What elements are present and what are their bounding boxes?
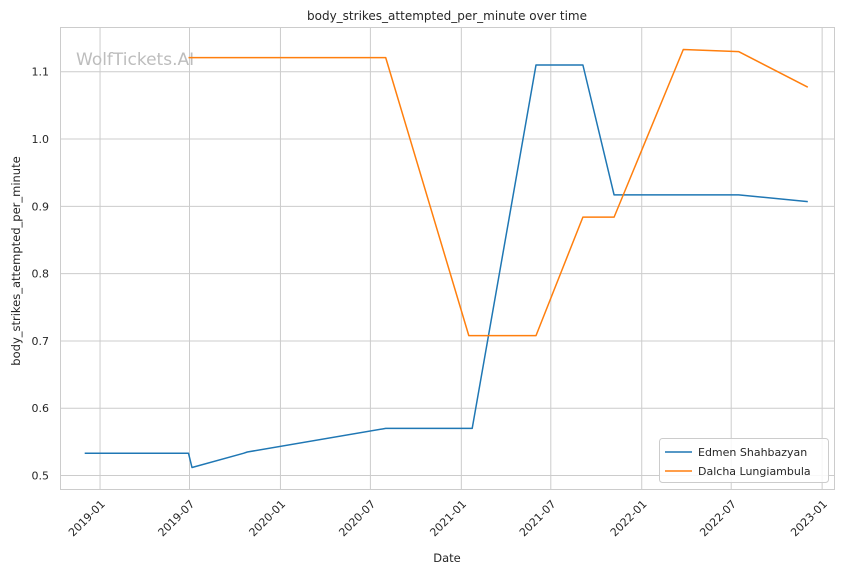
y-axis: 0.5 0.6 0.7 0.8 0.9 1.0 1.1: [32, 66, 50, 483]
x-tick-label: 2020-07: [336, 498, 378, 540]
y-tick-label: 1.0: [32, 133, 50, 146]
series-line-1: [188, 48, 809, 337]
y-tick-label: 0.6: [32, 402, 50, 415]
legend-box: [659, 438, 829, 483]
series-lines: [84, 48, 809, 469]
x-tick-label: 2021-07: [517, 498, 559, 540]
x-tick-label: 2022-07: [697, 498, 739, 540]
legend-label-series-1: Dalcha Lungiambula: [698, 465, 811, 478]
series-line-0: [84, 64, 808, 469]
x-tick-label: 2019-01: [66, 498, 108, 540]
plot-frame: [60, 27, 835, 490]
y-axis-label: body_strikes_attempted_per_minute: [9, 156, 23, 365]
x-tick-label: 2022-01: [608, 498, 650, 540]
x-axis: 2019-01 2019-07 2020-01 2020-07 2021-01 2021-…: [66, 498, 830, 540]
chart-title: body_strikes_attempted_per_minute over t…: [307, 9, 587, 23]
y-tick-label: 0.7: [32, 335, 50, 348]
x-tick-label: 2020-01: [247, 498, 289, 540]
x-tick-label: 2023-01: [788, 498, 830, 540]
x-tick-label: 2021-01: [427, 498, 469, 540]
legend-label-series-0: Edmen Shahbazyan: [698, 446, 807, 459]
x-tick-label: 2019-07: [156, 498, 198, 540]
x-axis-label: Date: [433, 551, 461, 565]
watermark: WolfTickets.AI: [76, 50, 194, 70]
y-tick-label: 0.5: [32, 470, 50, 483]
y-tick-label: 0.9: [32, 200, 50, 213]
legend: Edmen Shahbazyan Dalcha Lungiambula: [659, 438, 829, 483]
y-tick-label: 1.1: [32, 66, 50, 79]
gridlines: [61, 28, 834, 489]
y-tick-label: 0.8: [32, 268, 50, 281]
